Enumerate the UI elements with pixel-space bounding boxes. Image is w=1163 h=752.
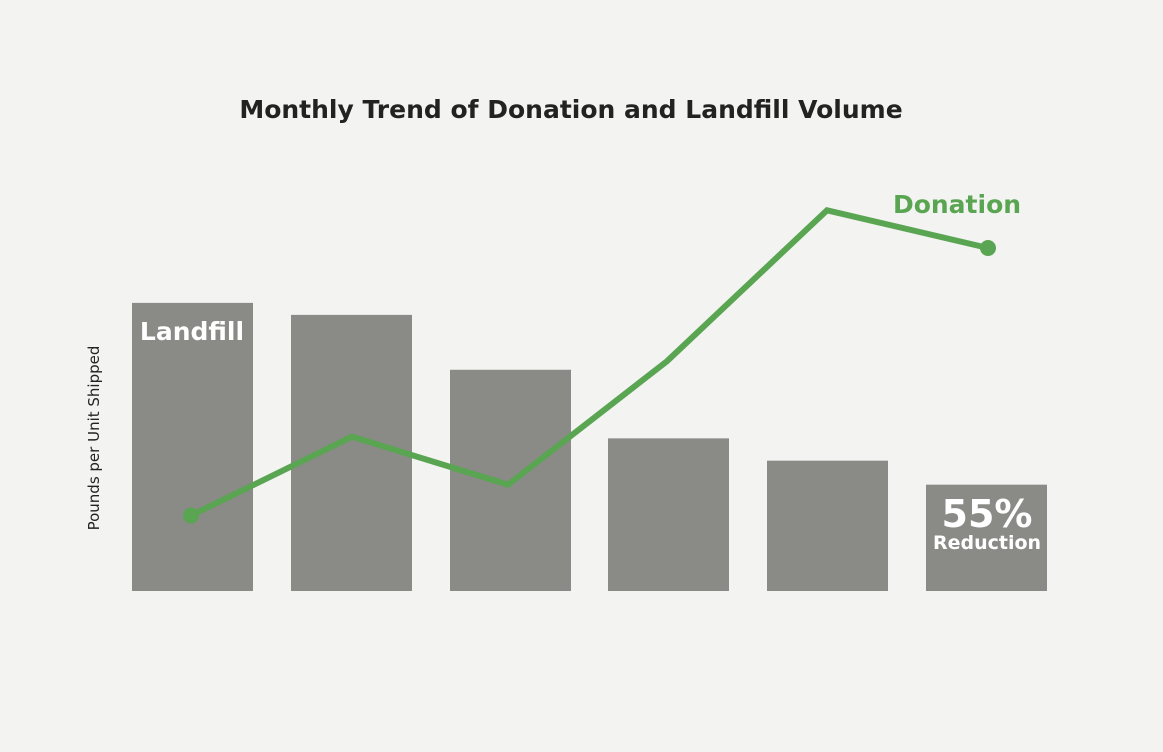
donation-end-marker	[980, 240, 996, 256]
landfill-bar-6	[926, 484, 1047, 591]
labels-layer: Landfill Donation 55% Reduction	[140, 190, 1041, 554]
reduction-text: Reduction	[933, 532, 1041, 554]
donation-start-marker	[183, 507, 199, 524]
series-label-landfill: Landfill	[140, 317, 244, 346]
reduction-value: 55%	[942, 492, 1033, 536]
chart-title: Monthly Trend of Donation and Landfill V…	[239, 95, 902, 124]
donation-line	[189, 206, 989, 519]
y-axis-label: Pounds per Unit Shipped	[85, 346, 103, 531]
bars-layer	[132, 302, 1047, 591]
series-label-donation: Donation	[893, 190, 1021, 219]
landfill-bar-5	[767, 460, 888, 591]
landfill-bar-4	[608, 438, 729, 591]
landfill-bar-2	[291, 314, 412, 591]
line-layer	[183, 206, 996, 524]
landfill-bar-1	[132, 302, 253, 591]
